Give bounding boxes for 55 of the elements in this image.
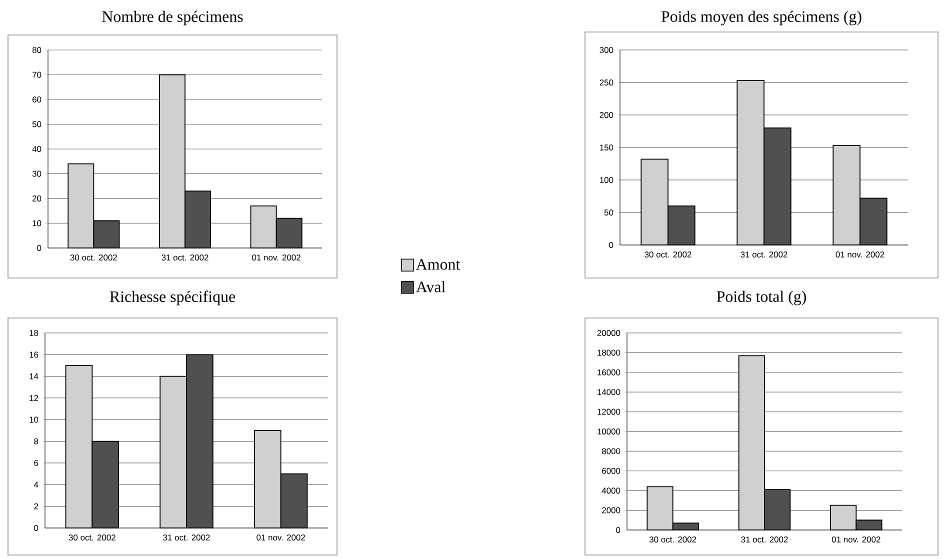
y-tick-label: 20 bbox=[32, 195, 42, 202]
y-tick-label: 60 bbox=[32, 96, 42, 102]
chart-title: Poids total (g) bbox=[716, 290, 806, 306]
x-tick-label: 01 nov. 2002 bbox=[256, 534, 305, 540]
y-tick-label: 2 bbox=[34, 503, 38, 510]
y-tick-label: 4000 bbox=[602, 488, 620, 494]
x-tick-label: 01 nov. 2002 bbox=[836, 252, 884, 258]
x-tick-label: 31 oct. 2002 bbox=[162, 254, 208, 260]
y-tick-label: 50 bbox=[32, 121, 42, 128]
y-tick-label: 10 bbox=[30, 416, 38, 423]
x-tick-label: 30 oct. 2002 bbox=[70, 254, 117, 260]
y-tick-label: 80 bbox=[32, 47, 42, 53]
y-tick-label: 50 bbox=[604, 209, 614, 216]
chart-title: Poids moyen des spécimens (g) bbox=[661, 10, 862, 26]
y-tick-label: 16000 bbox=[598, 369, 620, 376]
y-tick-label: 8000 bbox=[602, 448, 620, 454]
y-tick-label: 6 bbox=[34, 460, 38, 466]
x-tick-label: 30 oct. 2002 bbox=[649, 536, 696, 542]
x-tick-label: 30 oct. 2002 bbox=[644, 252, 692, 258]
y-tick-label: 2000 bbox=[602, 507, 620, 514]
legend-label: Amont bbox=[416, 259, 460, 270]
x-tick-label: 30 oct. 2002 bbox=[68, 534, 116, 540]
y-tick-label: 6000 bbox=[602, 468, 620, 474]
y-tick-label: 10 bbox=[32, 220, 42, 226]
y-tick-label: 12 bbox=[30, 395, 38, 401]
y-tick-label: 10000 bbox=[598, 428, 620, 434]
y-tick-label: 8 bbox=[34, 438, 38, 444]
y-tick-label: 14 bbox=[30, 373, 38, 380]
y-tick-label: 300 bbox=[600, 46, 614, 53]
y-tick-label: 0 bbox=[609, 242, 614, 248]
x-tick-label: 01 nov. 2002 bbox=[832, 536, 880, 542]
y-tick-label: 18000 bbox=[598, 350, 620, 356]
y-tick-label: 0 bbox=[37, 244, 42, 251]
y-tick-label: 16 bbox=[30, 352, 38, 358]
x-tick-label: 31 oct. 2002 bbox=[163, 534, 210, 540]
y-tick-label: 30 bbox=[32, 170, 42, 177]
y-tick-label: 14000 bbox=[598, 389, 620, 396]
legend-label: Aval bbox=[416, 281, 446, 292]
y-tick-label: 18 bbox=[30, 330, 38, 336]
chart-title: Richesse spécifique bbox=[110, 290, 236, 306]
y-tick-label: 0 bbox=[34, 524, 38, 531]
y-tick-label: 200 bbox=[600, 112, 614, 118]
y-tick-label: 70 bbox=[32, 72, 42, 78]
y-tick-label: 4 bbox=[34, 482, 38, 488]
y-tick-label: 0 bbox=[616, 526, 620, 533]
chart-title: Nombre de spécimens bbox=[102, 10, 243, 26]
x-tick-label: 31 oct. 2002 bbox=[740, 252, 788, 258]
y-tick-label: 250 bbox=[600, 79, 614, 86]
y-tick-label: 100 bbox=[600, 176, 614, 183]
x-tick-label: 31 oct. 2002 bbox=[741, 536, 788, 542]
y-tick-label: 40 bbox=[32, 146, 42, 152]
y-tick-label: 150 bbox=[600, 144, 614, 150]
y-tick-label: 20000 bbox=[597, 330, 620, 336]
x-tick-label: 01 nov. 2002 bbox=[252, 254, 300, 260]
y-tick-label: 12000 bbox=[598, 408, 620, 415]
